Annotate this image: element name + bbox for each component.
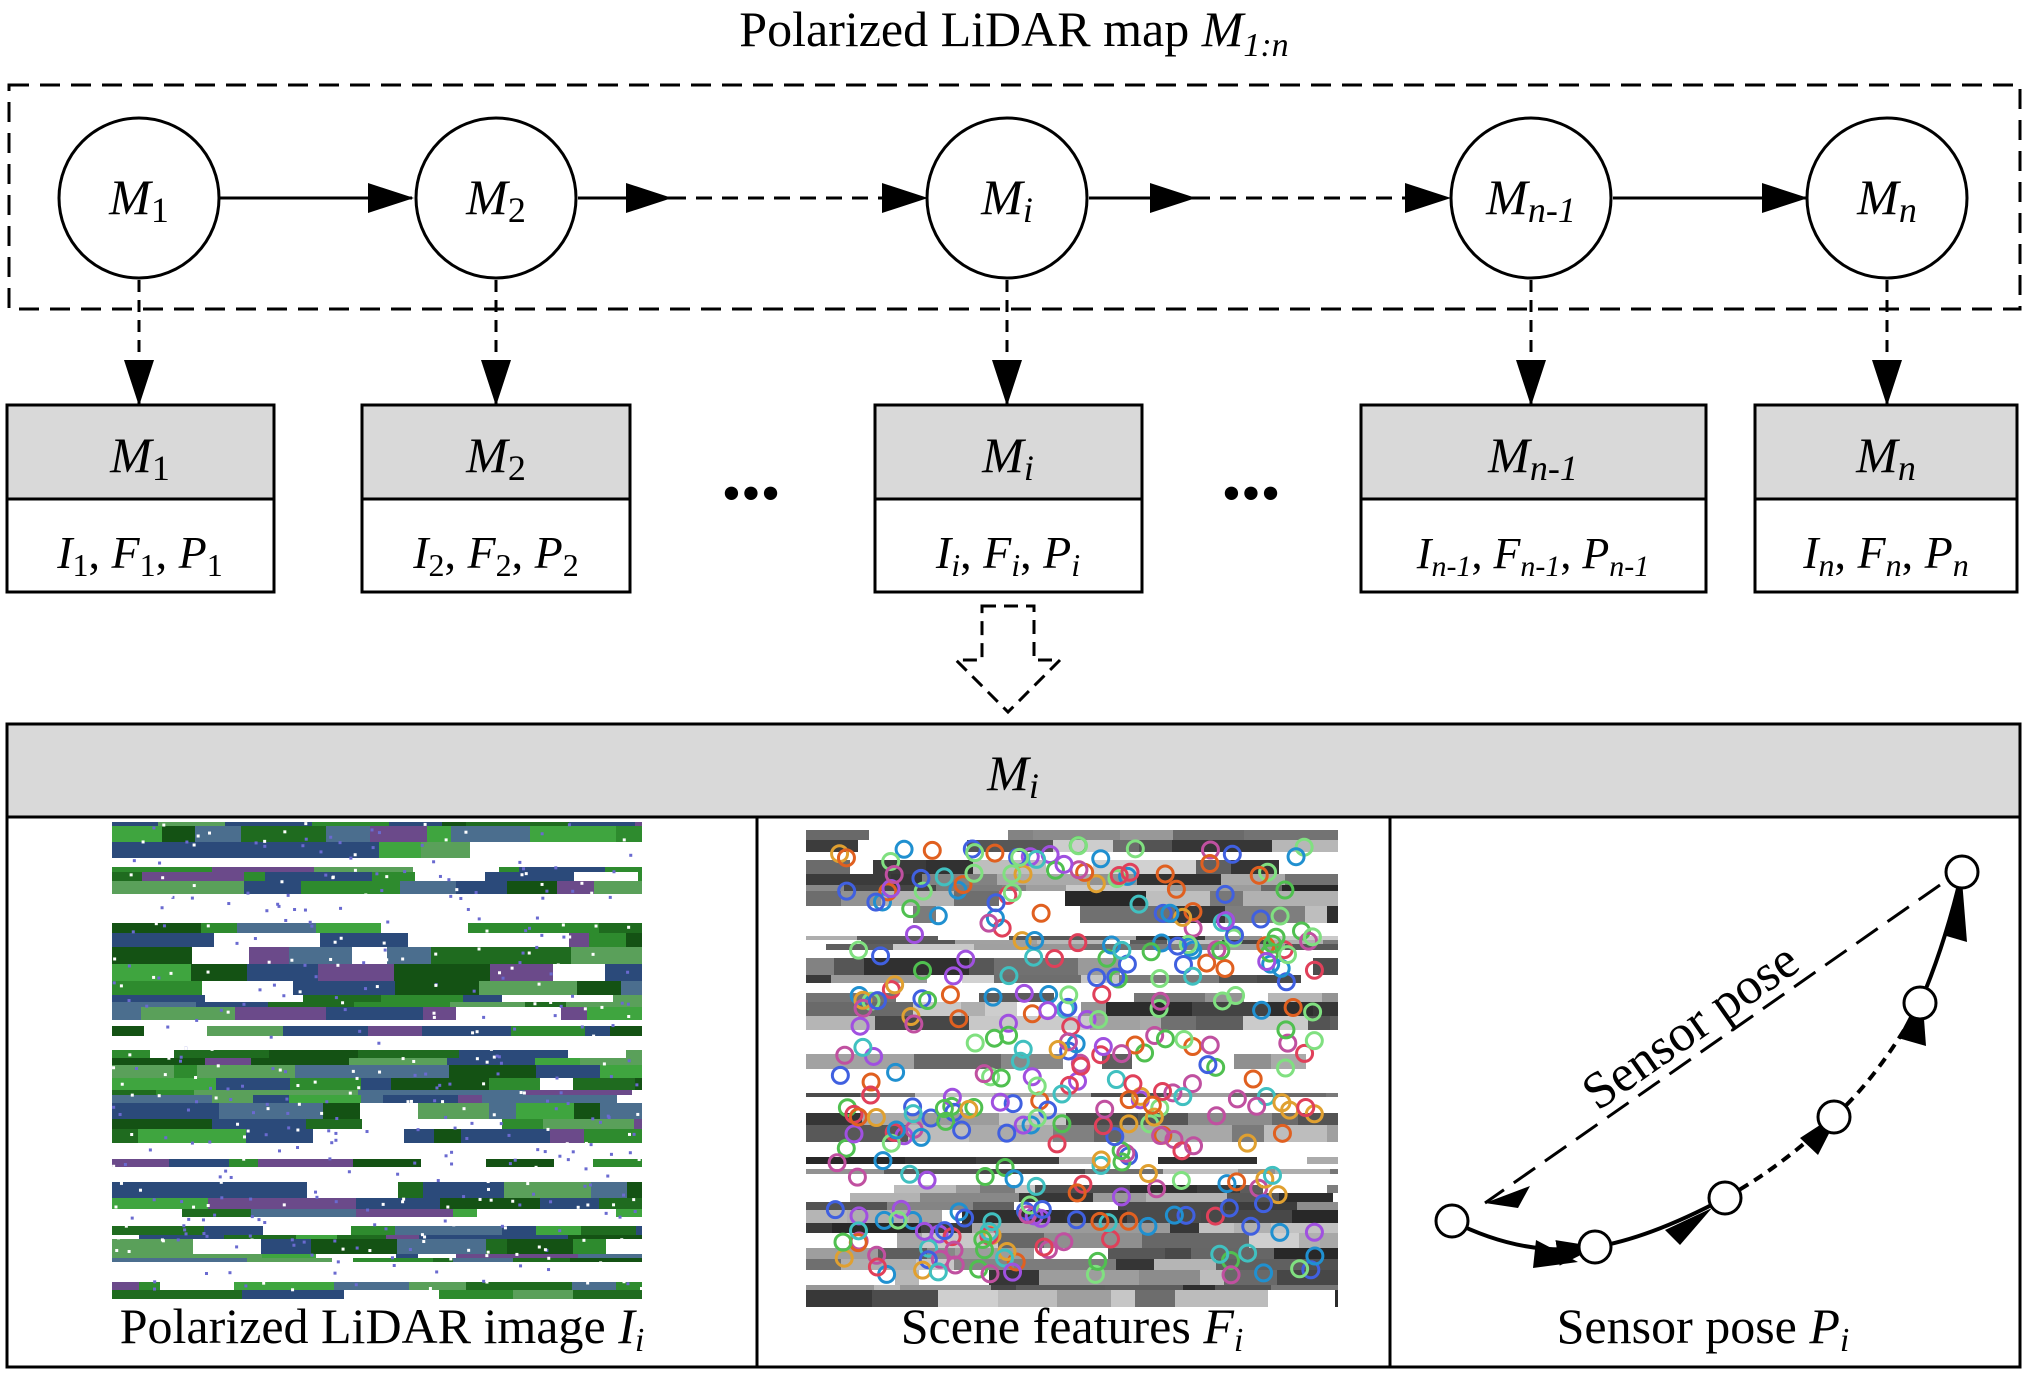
- chain-node-n-minus-1: Mn-1: [1449, 116, 1613, 280]
- svg-text:Mn-1: Mn-1: [1485, 169, 1576, 230]
- chain-node-1: M1: [57, 116, 221, 280]
- record-box-1: M1 I1, F1, P1: [5, 403, 276, 594]
- svg-text:Mi: Mi: [980, 169, 1033, 230]
- pose-node-4: [1816, 1099, 1852, 1135]
- caption-polarized-lidar-image: Polarized LiDAR image Ii: [120, 1298, 645, 1359]
- pose-node-6: [1944, 854, 1980, 890]
- svg-text:M1: M1: [108, 169, 169, 230]
- svg-text:In-1, Fn-1, Pn-1: In-1, Fn-1, Pn-1: [1416, 529, 1649, 583]
- svg-text:In, Fn, Pn: In, Fn, Pn: [1802, 527, 1969, 583]
- svg-text:Mn-1: Mn-1: [1487, 427, 1578, 488]
- pose-node-2: [1577, 1229, 1613, 1265]
- svg-text:Mn: Mn: [1856, 169, 1917, 230]
- record-box-n-minus-1: Mn-1 In-1, Fn-1, Pn-1: [1359, 403, 1708, 594]
- svg-text:Ii, Fi, Pi: Ii, Fi, Pi: [935, 527, 1080, 583]
- ellipsis-left: •••: [722, 463, 781, 525]
- svg-text:M1: M1: [109, 427, 170, 488]
- polarized-lidar-image: [112, 822, 643, 1299]
- svg-text:Mi: Mi: [981, 427, 1034, 488]
- record-arrows: [124, 280, 1902, 406]
- caption-sensor-pose: Sensor pose Pi: [1557, 1298, 1850, 1359]
- chain-node-n: Mn: [1805, 116, 1969, 280]
- caption-scene-features: Scene features Fi: [901, 1298, 1244, 1359]
- svg-text:I1, F1, P1: I1, F1, P1: [56, 527, 223, 583]
- svg-text:I2, F2, P2: I2, F2, P2: [412, 527, 579, 583]
- record-box-n: Mn In, Fn, Pn: [1753, 403, 2019, 594]
- svg-text:M2: M2: [465, 169, 526, 230]
- chain-node-i: Mi: [925, 116, 1089, 280]
- map-title: Polarized LiDAR map M1:n: [739, 1, 1288, 64]
- record-box-2: M2 I2, F2, P2: [360, 403, 632, 594]
- detail-header: Mi: [986, 745, 1039, 806]
- ellipsis-right: •••: [1222, 463, 1281, 525]
- scene-features-image: [806, 822, 1338, 1307]
- chain-node-2: M2: [414, 116, 578, 280]
- pose-node-1: [1434, 1203, 1470, 1239]
- expand-arrow-icon: [952, 604, 1064, 715]
- pose-node-3: [1707, 1180, 1743, 1216]
- svg-text:Mn: Mn: [1855, 427, 1916, 488]
- pose-node-5: [1902, 985, 1938, 1021]
- svg-text:M2: M2: [465, 427, 526, 488]
- map-frame: [7, 83, 2022, 311]
- record-box-i: Mi Ii, Fi, Pi: [873, 403, 1144, 594]
